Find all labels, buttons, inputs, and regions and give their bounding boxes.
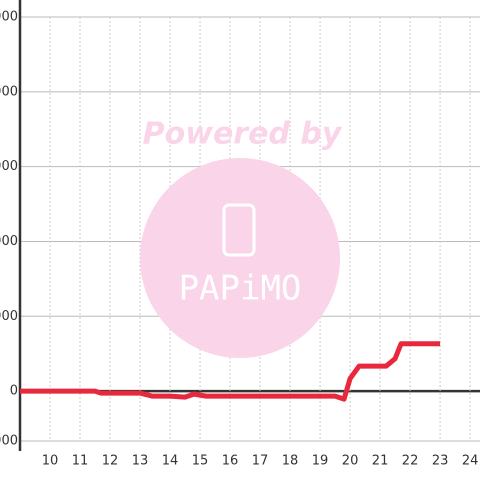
x-tick-label: 19 <box>312 454 329 469</box>
x-tick-label: 23 <box>432 454 449 469</box>
y-tick-label: 30,000 <box>0 309 18 324</box>
y-tick-label: -20,000 <box>0 434 18 449</box>
x-tick-label: 21 <box>372 454 389 469</box>
x-tick-label: 14 <box>162 454 179 469</box>
x-tick-label: 18 <box>282 454 299 469</box>
foreground: -20,000 0 30,000 60,000 90,000 120,000 150,000… <box>0 0 478 469</box>
y-tick-label: 120,000 <box>0 84 18 99</box>
y-tick-label: 90,000 <box>0 159 18 174</box>
y-tick-label: 60,000 <box>0 234 18 249</box>
x-tick-label: 12 <box>102 454 119 469</box>
watermark-circle <box>140 158 340 358</box>
watermark-logo: PAPiMO <box>179 269 302 309</box>
watermark-text: Powered by <box>143 117 343 152</box>
x-tick-label: 15 <box>192 454 209 469</box>
line <box>20 341 441 402</box>
x-tick-label: 17 <box>252 454 269 469</box>
x-tick-label: 10 <box>42 454 59 469</box>
watermark-phone <box>222 203 256 257</box>
x-tick-label: 16 <box>222 454 239 469</box>
y-tick-label: 0 <box>10 384 18 399</box>
x-tick-label: 20 <box>342 454 359 469</box>
y-tick-label: 150,000 <box>0 10 18 25</box>
x-tick-label: 13 <box>132 454 149 469</box>
x-tick-label: 22 <box>402 454 419 469</box>
x-tick-label: 11 <box>72 454 89 469</box>
x-tick-label: 24 <box>462 454 479 469</box>
